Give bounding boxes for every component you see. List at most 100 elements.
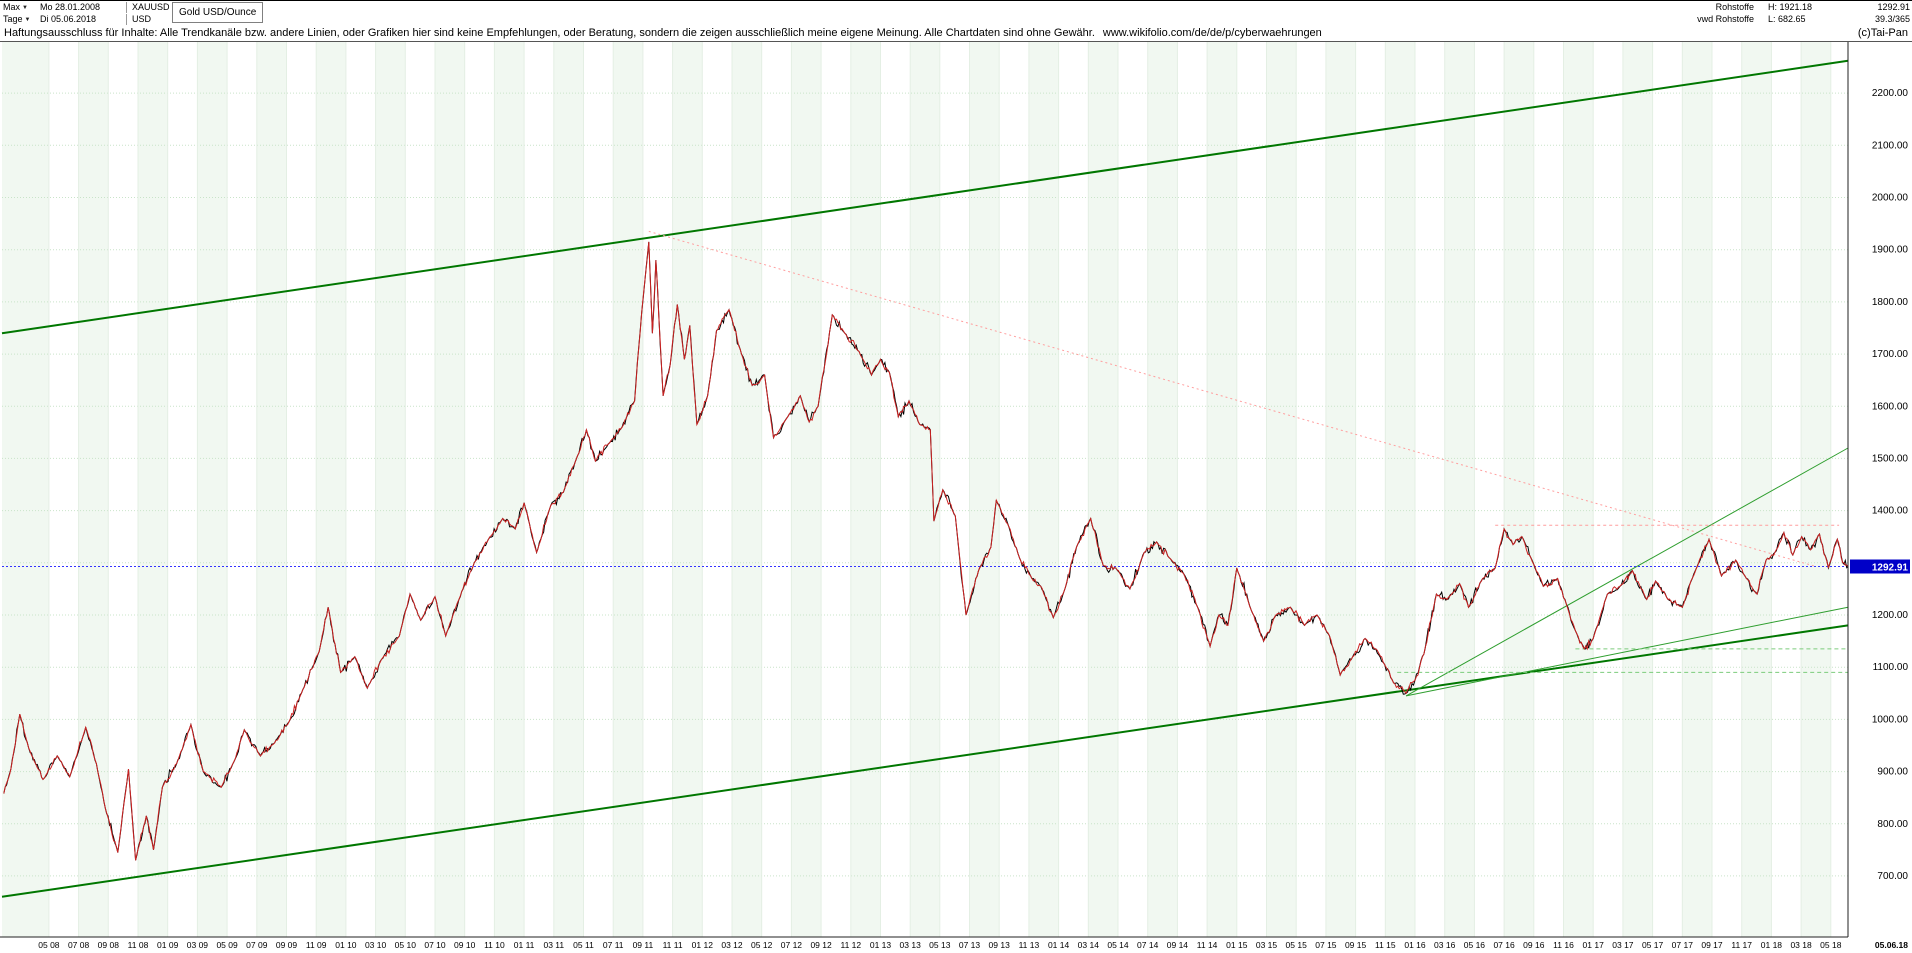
chevron-down-icon: ▼ <box>22 5 28 11</box>
trendline-fan-line-shallow <box>1406 606 1849 697</box>
svg-text:05 11: 05 11 <box>573 940 594 950</box>
vertical-gridlines <box>48 42 1832 937</box>
svg-text:1292.91: 1292.91 <box>1872 563 1909 574</box>
svg-text:03 17: 03 17 <box>1612 940 1634 950</box>
svg-text:1100.00: 1100.00 <box>1873 662 1909 673</box>
svg-text:03 10: 03 10 <box>365 940 387 950</box>
svg-text:11 11: 11 11 <box>663 940 683 950</box>
trendline-downtrend-from-2011-top <box>648 230 1817 567</box>
period-dropdown[interactable]: Tage ▼ <box>3 14 30 26</box>
svg-text:09 13: 09 13 <box>989 940 1011 950</box>
svg-text:700.00: 700.00 <box>1877 871 1908 882</box>
svg-text:09 16: 09 16 <box>1523 940 1545 950</box>
svg-text:1700.00: 1700.00 <box>1872 349 1909 360</box>
svg-text:900.00: 900.00 <box>1877 767 1908 778</box>
svg-text:05 10: 05 10 <box>395 940 417 950</box>
svg-text:01 11: 01 11 <box>514 940 535 950</box>
svg-text:01 18: 01 18 <box>1761 940 1783 950</box>
svg-text:09 08: 09 08 <box>98 940 120 950</box>
svg-text:07 16: 07 16 <box>1493 940 1515 950</box>
svg-text:1200.00: 1200.00 <box>1872 610 1909 621</box>
price-chart[interactable]: 700.00 800.00 900.00 1000.00 1100.00 1200.00 1… <box>0 42 1912 953</box>
symbol-label: XAUUSD <box>126 2 170 13</box>
wikifolio-link[interactable]: www.wikifolio.com/de/de/p/cyberwaehrunge… <box>1102 27 1322 39</box>
svg-text:01 16: 01 16 <box>1404 940 1426 950</box>
svg-text:09 15: 09 15 <box>1345 940 1367 950</box>
svg-text:09 14: 09 14 <box>1167 940 1189 950</box>
svg-text:03 09: 03 09 <box>187 940 209 950</box>
end-date-label: Di 05.06.2018 <box>40 14 97 24</box>
svg-text:03 11: 03 11 <box>543 940 564 950</box>
period-dropdown-label: Tage <box>3 14 23 24</box>
svg-text:09 11: 09 11 <box>633 940 654 950</box>
svg-text:1900.00: 1900.00 <box>1872 245 1909 256</box>
start-date-label: Mo 28.01.2008 <box>40 2 101 12</box>
currency-label: USD <box>126 14 151 25</box>
svg-text:11 10: 11 10 <box>484 940 505 950</box>
taipan-copyright: (c)Tai-Pan <box>1857 27 1908 39</box>
category-label: Rohstoffe <box>1715 2 1754 12</box>
range-stat-label: 39.3/365 <box>1874 14 1910 24</box>
svg-text:09 10: 09 10 <box>454 940 476 950</box>
svg-text:01 13: 01 13 <box>870 940 892 950</box>
svg-text:07 17: 07 17 <box>1672 940 1694 950</box>
svg-text:05 14: 05 14 <box>1107 940 1129 950</box>
svg-text:11 13: 11 13 <box>1019 940 1040 950</box>
svg-text:05 09: 05 09 <box>216 940 238 950</box>
svg-text:03 15: 03 15 <box>1256 940 1278 950</box>
svg-text:01 17: 01 17 <box>1583 940 1605 950</box>
last-price-label: 1292.91 <box>1877 2 1910 12</box>
svg-text:01 12: 01 12 <box>692 940 714 950</box>
svg-text:05 16: 05 16 <box>1464 940 1486 950</box>
disclaimer-text: Haftungsausschluss für Inhalte: Alle Tre… <box>4 27 1095 39</box>
svg-text:09 09: 09 09 <box>276 940 298 950</box>
svg-text:03 13: 03 13 <box>900 940 922 950</box>
datasource-label: vwd Rohstoffe <box>1697 14 1754 24</box>
svg-text:07 14: 07 14 <box>1137 940 1159 950</box>
svg-text:07 12: 07 12 <box>781 940 803 950</box>
svg-text:800.00: 800.00 <box>1877 819 1908 830</box>
svg-text:03 14: 03 14 <box>1078 940 1100 950</box>
range-dropdown-label: Max <box>3 2 21 12</box>
svg-text:11 08: 11 08 <box>128 940 149 950</box>
svg-text:07 10: 07 10 <box>424 940 446 950</box>
trendline-channel-upper <box>1 59 1849 335</box>
instrument-name-box: Gold USD/Ounce <box>172 2 264 23</box>
svg-text:07 08: 07 08 <box>68 940 90 950</box>
current-price-badge <box>1850 559 1910 574</box>
svg-text:03 16: 03 16 <box>1434 940 1456 950</box>
svg-text:11 17: 11 17 <box>1731 940 1752 950</box>
svg-text:05 17: 05 17 <box>1642 940 1664 950</box>
svg-text:07 15: 07 15 <box>1315 940 1337 950</box>
range-dropdown[interactable]: Max ▼ <box>3 2 28 14</box>
svg-text:11 15: 11 15 <box>1375 940 1396 950</box>
svg-text:03 12: 03 12 <box>721 940 743 950</box>
svg-text:07 11: 07 11 <box>603 940 624 950</box>
svg-text:03 18: 03 18 <box>1790 940 1812 950</box>
trendline-channel-lower <box>1 624 1849 898</box>
background-stripes <box>2 42 1831 937</box>
svg-text:09 17: 09 17 <box>1701 940 1723 950</box>
svg-text:1600.00: 1600.00 <box>1872 401 1909 412</box>
svg-text:11 16: 11 16 <box>1553 940 1574 950</box>
svg-text:2000.00: 2000.00 <box>1872 193 1909 204</box>
trendlines <box>1 59 1849 898</box>
svg-text:01 10: 01 10 <box>335 940 357 950</box>
svg-text:01 09: 01 09 <box>157 940 179 950</box>
svg-text:07 09: 07 09 <box>246 940 268 950</box>
trendline-fan-line-steep <box>1405 447 1849 697</box>
svg-text:09 12: 09 12 <box>810 940 832 950</box>
svg-text:05 18: 05 18 <box>1820 940 1842 950</box>
svg-text:2200.00: 2200.00 <box>1872 88 1909 99</box>
svg-text:1400.00: 1400.00 <box>1872 506 1909 517</box>
chart-area[interactable]: 700.00 800.00 900.00 1000.00 1100.00 1200.00 1… <box>0 42 1912 953</box>
svg-text:1500.00: 1500.00 <box>1872 453 1909 464</box>
x-axis-labels: 05 08 07 08 09 08 11 08 01 09 03 09 05 09 07 09… <box>38 940 1908 950</box>
period-high-label: H: 1921.18 <box>1768 2 1813 12</box>
svg-text:2100.00: 2100.00 <box>1872 140 1909 151</box>
y-axis-labels: 700.00 800.00 900.00 1000.00 1100.00 1200.00 1… <box>1872 88 1909 882</box>
price-series-red-overlay <box>3 241 1849 861</box>
svg-text:05 12: 05 12 <box>751 940 773 950</box>
svg-text:05 08: 05 08 <box>38 940 60 950</box>
